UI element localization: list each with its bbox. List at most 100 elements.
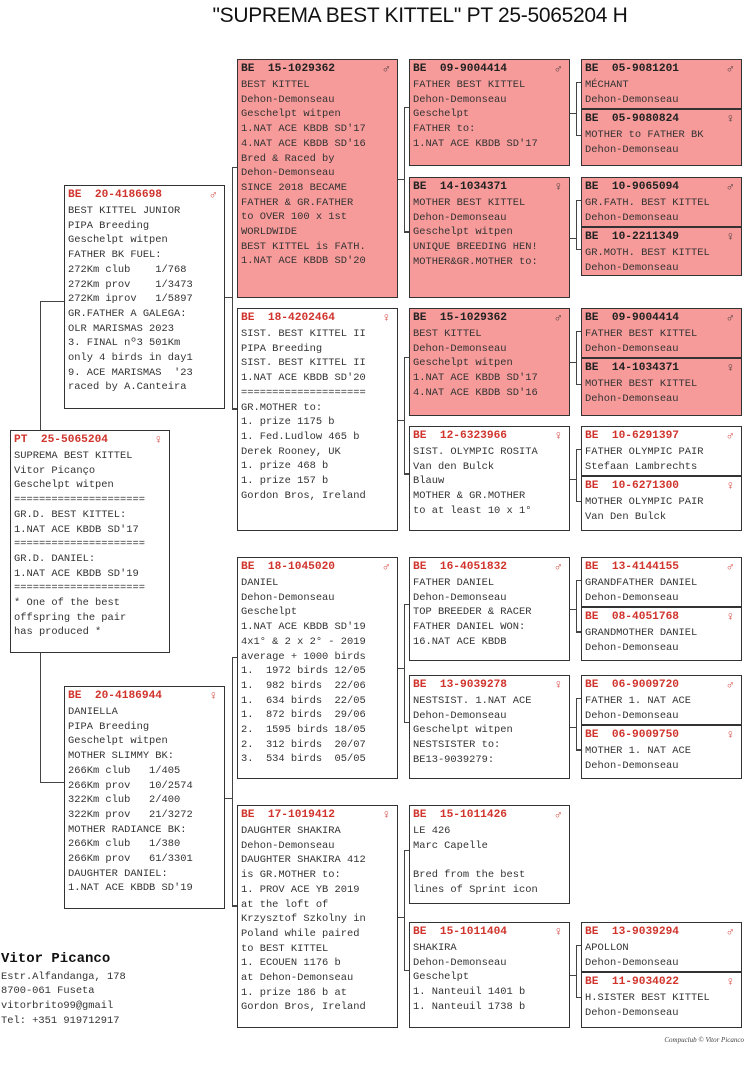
box-line: 1.NAT ACE KBDB SD'20: [241, 255, 366, 268]
pedigree-box-dds: BE 15-1011426 ♂ LE 426 Marc Capelle Bred fr…: [409, 805, 570, 904]
box-line: Dehon-Demonseau: [241, 167, 335, 180]
box-line: MÉCHANT: [585, 79, 629, 91]
connector-line: [570, 478, 576, 480]
box-line: Poland while paired: [241, 927, 360, 940]
ring-number: BE 09-9004414 ♂: [585, 311, 738, 327]
box-line: NESTSISTER to:: [413, 739, 501, 752]
box-line: Dehon-Demonseau: [585, 956, 679, 969]
box-line: DANIEL: [241, 577, 279, 589]
connector-line: [232, 408, 237, 410]
connector-line: [576, 579, 581, 581]
male-icon: ♂: [726, 429, 734, 443]
ring-number: BE 15-1029362 ♂: [241, 62, 394, 78]
box-line: 1. prize 468 b: [241, 460, 329, 473]
female-icon: ♀: [726, 479, 734, 493]
pedigree-box-sdds: BE 10-6291397 ♂ FATHER OLYMPIC PAIR Stefaan…: [581, 426, 742, 476]
box-line: Dehon-Demonseau: [413, 956, 507, 969]
country-code: BE: [413, 679, 427, 691]
box-line: GR.D. BEST KITTEL:: [14, 508, 127, 521]
male-icon: ♂: [382, 560, 390, 574]
connector-line: [404, 969, 409, 971]
box-line: MOTHER&GR.MOTHER to:: [413, 255, 538, 268]
box-line: Dehon-Demonseau: [241, 591, 335, 604]
male-icon: ♂: [554, 560, 562, 574]
box-line: only 4 birds in day1: [68, 352, 193, 365]
country-code: BE: [413, 181, 427, 193]
box-line: Dehon-Demonseau: [585, 759, 679, 772]
pedigree-box-sdss: BE 09-9004414 ♂ FATHER BEST KITTEL Dehon-De…: [581, 308, 742, 358]
box-line: 1. Nanteuil 1738 b: [413, 1000, 526, 1013]
male-icon: ♂: [726, 180, 734, 194]
box-line: 3. 534 birds 05/05: [241, 753, 366, 766]
box-line: Dehon-Demonseau: [585, 641, 679, 654]
country-code: BE: [241, 561, 255, 573]
pedigree-box-sd: BE 18-4202464 ♀ SIST. BEST KITTEL II PIPA B…: [237, 308, 398, 531]
ring-number: BE 10-2211349 ♀: [585, 230, 738, 246]
box-line: [413, 853, 566, 868]
pedigree-box-dss: BE 16-4051832 ♂ FATHER DANIEL Dehon-Demonse…: [409, 557, 570, 661]
female-icon: ♀: [726, 112, 734, 126]
female-icon: ♀: [726, 975, 734, 989]
ring-number: BE 20-4186698 ♂: [68, 188, 221, 204]
connector-line: [398, 419, 404, 421]
box-line: to OVER 100 x 1st: [241, 211, 348, 224]
box-line: at the loft of: [241, 898, 329, 911]
female-icon: ♀: [382, 808, 390, 822]
box-line: GR.D. DANIEL:: [14, 552, 96, 565]
box-line: raced by A.Canteira: [68, 381, 187, 394]
box-line: OLR MARISMAS 2023: [68, 322, 175, 335]
box-line: FATHER BEST KITTEL: [585, 328, 698, 340]
box-line: 266Km club 1/380: [68, 838, 181, 851]
country-code: BE: [585, 181, 599, 193]
connector-line: [404, 721, 409, 724]
connector-line: [576, 448, 578, 501]
ring-number: BE 05-9081201 ♂: [585, 62, 738, 78]
connector-line: [576, 579, 578, 632]
box-line: BEST KITTEL JUNIOR: [68, 205, 181, 217]
ring-number: BE 14-1034371 ♀: [413, 180, 566, 196]
breeder-city: 8700-061 Fuseta: [1, 985, 95, 998]
connector-line: [576, 330, 581, 332]
box-line: * One of the best: [14, 597, 121, 610]
male-icon: ♂: [209, 188, 217, 202]
box-line: Geschelpt: [241, 606, 298, 619]
box-line: 1. 1972 birds 12/05: [241, 665, 366, 678]
ring-id: 05-9081201: [611, 63, 680, 75]
box-line: 1. Nanteuil 1401 b: [413, 986, 526, 999]
ring-number: BE 11-9034022 ♀: [585, 975, 738, 991]
connector-line: [225, 797, 232, 799]
ring-number: BE 06-9009720 ♂: [585, 678, 738, 694]
ring-id: 13-4144155: [611, 561, 680, 573]
ring-number: BE 10-6291397 ♂: [585, 429, 738, 445]
box-line: 16.NAT ACE KBDB: [413, 635, 507, 648]
country-code: BE: [585, 312, 599, 324]
pedigree-box-ss: BE 15-1029362 ♂ BEST KITTEL Dehon-Demonseau…: [237, 59, 398, 298]
box-line: DAUGHTER SHAKIRA 412: [241, 854, 366, 867]
country-code: BE: [241, 809, 255, 821]
box-line: is GR.MOTHER to:: [241, 869, 341, 882]
connector-line: [404, 356, 409, 358]
box-line: average + 1000 birds: [241, 650, 366, 663]
box-line: ====================: [241, 386, 366, 399]
box-line: Vitor Picanço: [14, 464, 96, 477]
box-line: SIST. BEST KITTEL II: [241, 357, 366, 370]
box-line: Dehon-Demonseau: [413, 709, 507, 722]
box-line: NESTSIST. 1.NAT ACE: [413, 695, 532, 707]
female-icon: ♀: [382, 311, 390, 325]
country-code: BE: [585, 63, 599, 75]
box-line: 3. FINAL nº3 501Km: [68, 337, 181, 350]
pedigree-box-dsss: BE 13-4144155 ♂ GRANDFATHER DANIEL Dehon-De…: [581, 557, 742, 607]
box-line: SINCE 2018 BECAME: [241, 181, 348, 194]
pedigree-box-sssd: BE 05-9080824 ♀ MOTHER to FATHER BK Dehon-D…: [581, 109, 742, 166]
box-line: TOP BREEDER & RACER: [413, 606, 532, 619]
female-icon: ♀: [209, 689, 217, 703]
breeder-contact: Vitor Picanco Estr.Alfandanga, 178 8700-…: [1, 952, 126, 1029]
male-icon: ♂: [554, 808, 562, 822]
connector-line: [232, 656, 237, 659]
country-code: BE: [68, 189, 82, 201]
pedigree-box-dddd: BE 11-9034022 ♀ H.SISTER BEST KITTEL Dehon-…: [581, 972, 742, 1028]
male-icon: ♂: [726, 311, 734, 325]
connector-line: [576, 330, 578, 385]
connector-line: [576, 697, 581, 699]
connector-line: [404, 849, 409, 851]
